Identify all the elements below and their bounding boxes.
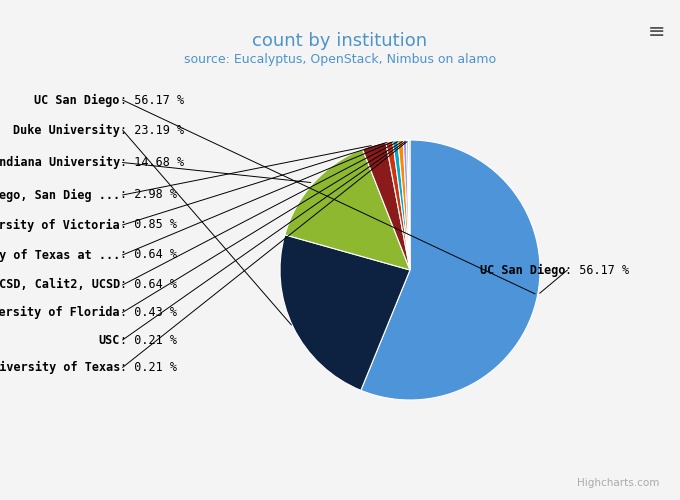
Text: University of Texas at ...: University of Texas at ...	[0, 248, 120, 262]
Text: : 0.21 %: : 0.21 %	[120, 361, 177, 374]
Wedge shape	[361, 140, 540, 400]
Wedge shape	[362, 142, 410, 270]
Text: USC: USC	[99, 334, 120, 346]
Wedge shape	[285, 149, 410, 270]
Text: ≡: ≡	[647, 22, 665, 42]
Text: Duke University: Duke University	[13, 124, 120, 136]
Wedge shape	[398, 140, 410, 270]
Text: University of Victoria: University of Victoria	[0, 218, 120, 232]
Text: : 0.64 %: : 0.64 %	[120, 278, 177, 291]
Text: : 0.85 %: : 0.85 %	[120, 218, 177, 232]
Wedge shape	[408, 140, 410, 270]
Text: : 2.98 %: : 2.98 %	[120, 188, 177, 202]
Text: : 56.17 %: : 56.17 %	[120, 94, 184, 106]
Wedge shape	[392, 140, 410, 270]
Text: UCSD, Calit2, UCSD: UCSD, Calit2, UCSD	[0, 278, 120, 291]
Text: : 0.21 %: : 0.21 %	[120, 334, 177, 346]
Text: : 0.43 %: : 0.43 %	[120, 306, 177, 319]
Text: Highcharts.com: Highcharts.com	[577, 478, 660, 488]
Text: UC San Diego: UC San Diego	[479, 264, 565, 276]
Text: C San Diego, San Dieg ...: C San Diego, San Dieg ...	[0, 188, 120, 202]
Text: University of Texas: University of Texas	[0, 361, 120, 374]
Text: source: Eucalyptus, OpenStack, Nimbus on alamo: source: Eucalyptus, OpenStack, Nimbus on…	[184, 52, 496, 66]
Text: : 14.68 %: : 14.68 %	[120, 156, 184, 169]
Text: : 56.17 %: : 56.17 %	[565, 264, 629, 276]
Text: UC San Diego: UC San Diego	[35, 94, 120, 106]
Wedge shape	[403, 140, 410, 270]
Wedge shape	[280, 235, 410, 390]
Text: Indiana University: Indiana University	[0, 156, 120, 169]
Text: University of Florida: University of Florida	[0, 306, 120, 319]
Text: count by institution: count by institution	[252, 32, 428, 50]
Wedge shape	[407, 140, 410, 270]
Wedge shape	[386, 141, 410, 270]
Text: : 0.64 %: : 0.64 %	[120, 248, 177, 262]
Text: : 23.19 %: : 23.19 %	[120, 124, 184, 136]
